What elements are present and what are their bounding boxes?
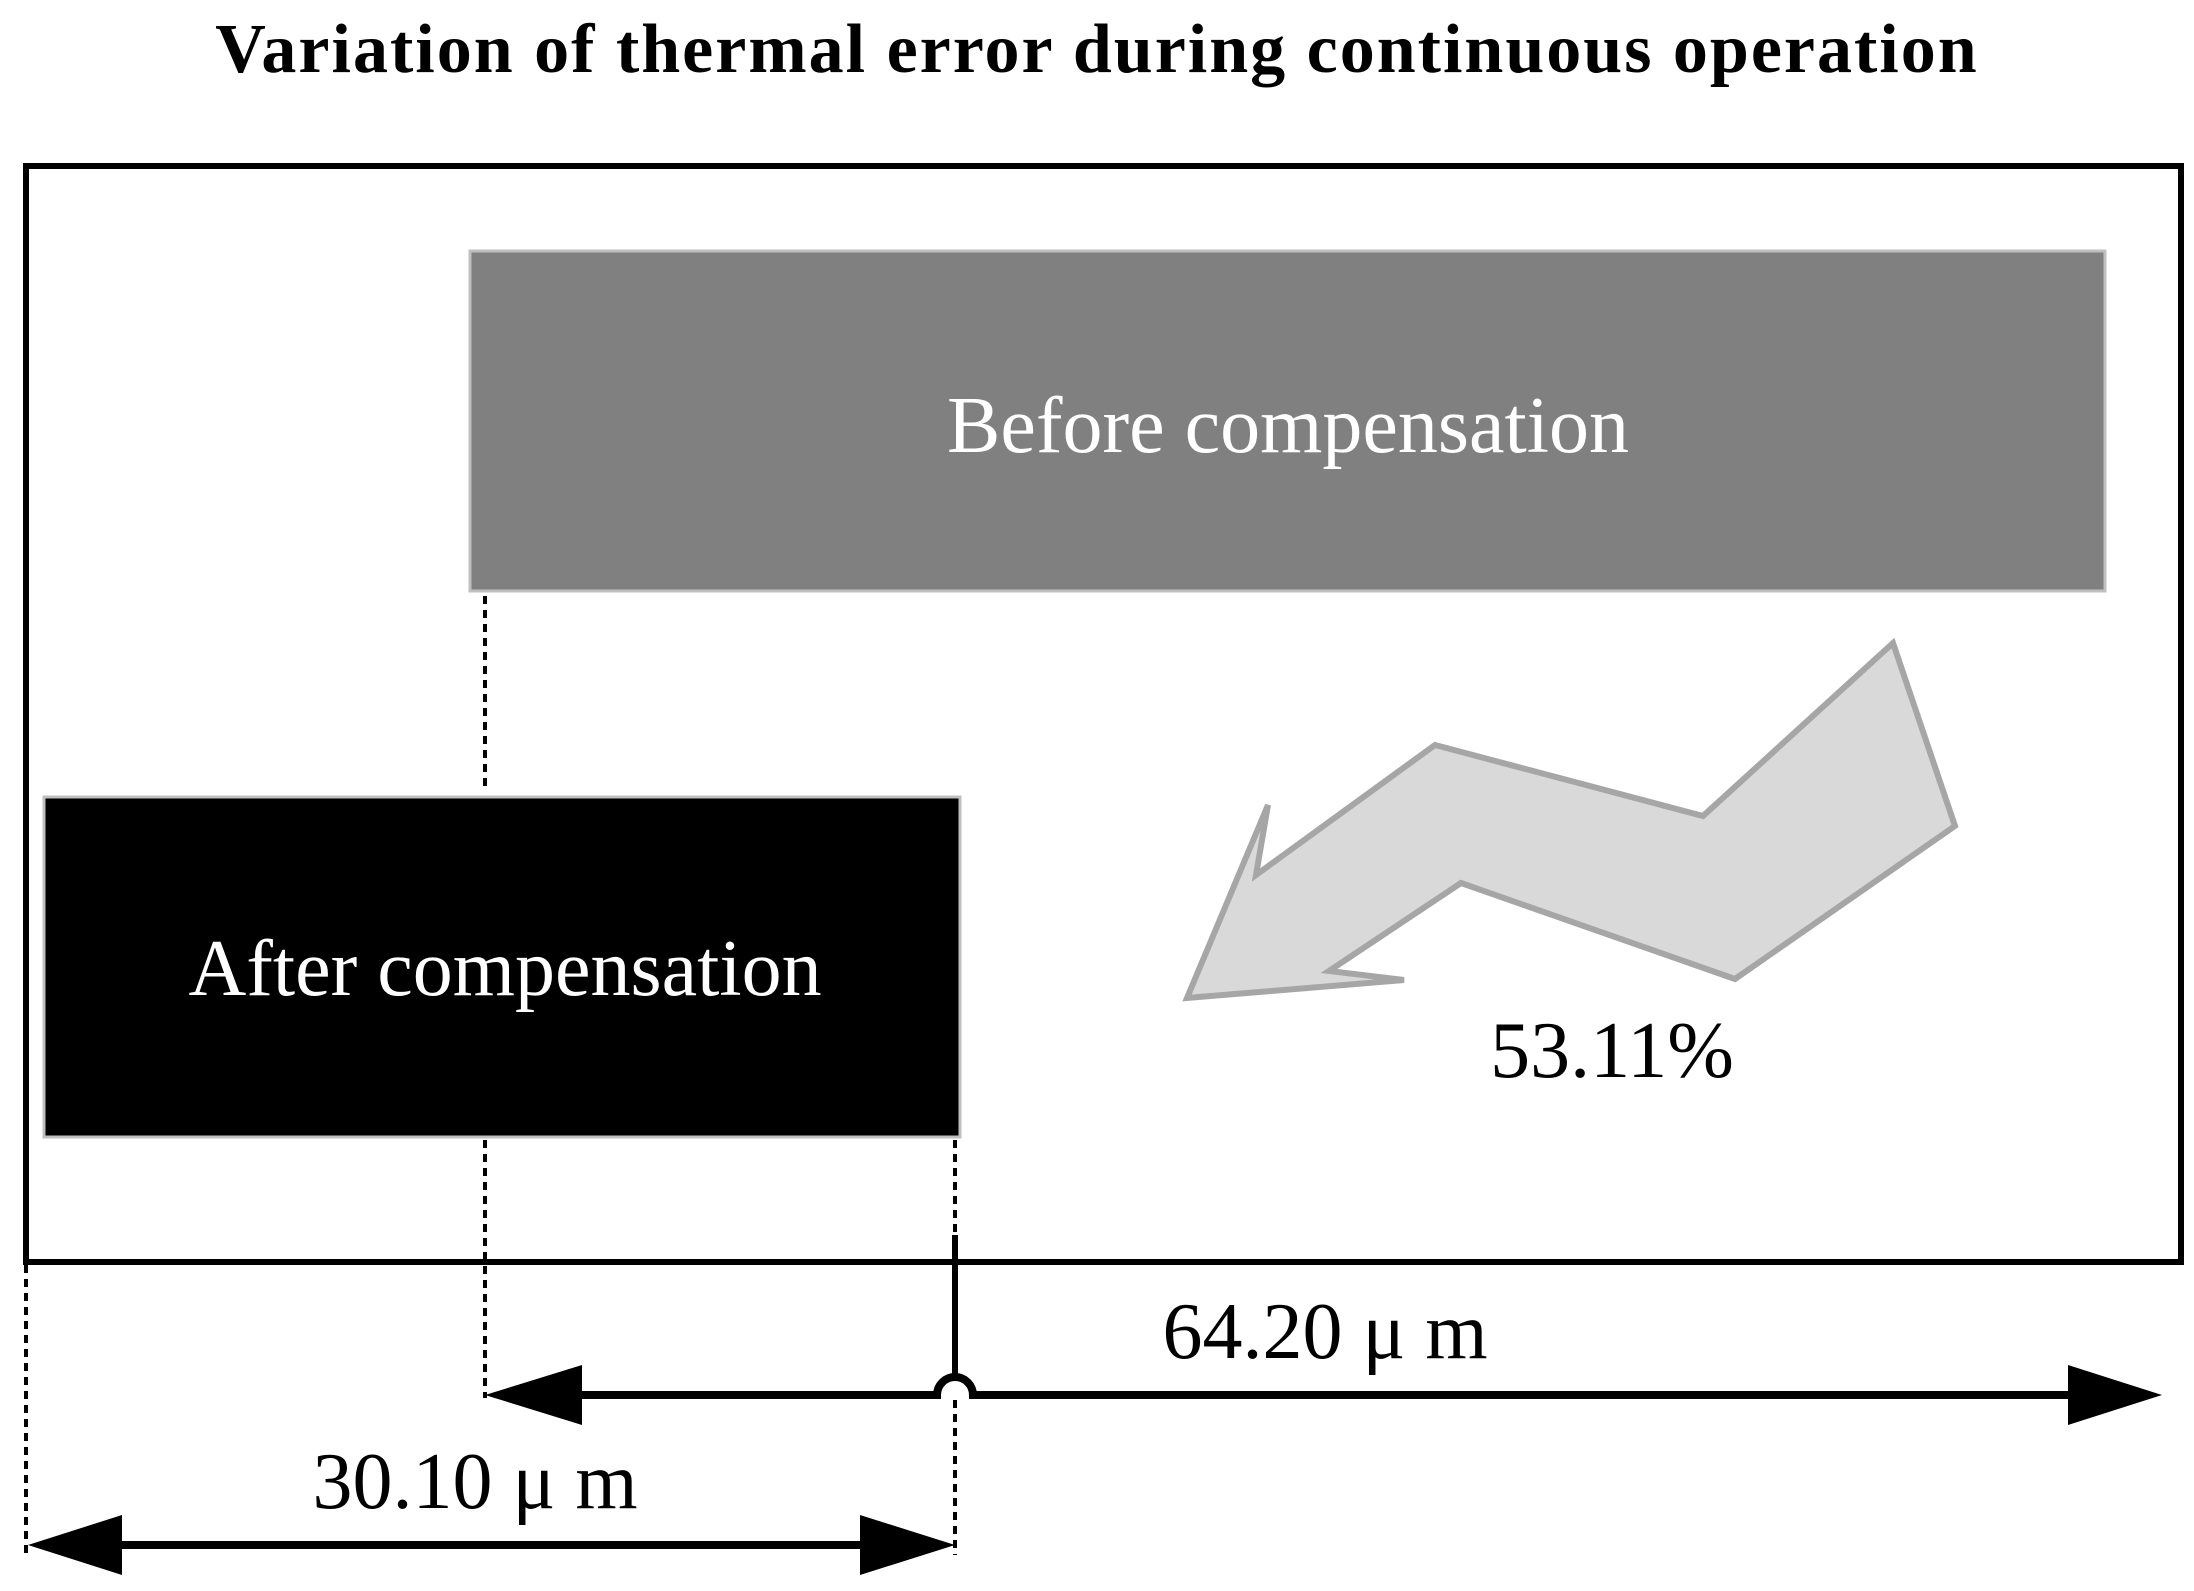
- dimension-after-arrowhead-left: [28, 1515, 122, 1575]
- outer-frame: [23, 163, 2184, 1265]
- reduction-percentage: 53.11%: [1490, 1007, 1734, 1095]
- before-compensation-box: [468, 249, 2107, 593]
- dimension-arrowhead-left: [485, 1365, 582, 1425]
- dimension-arrowhead-right: [2068, 1365, 2162, 1425]
- diagram-title: Variation of thermal error during contin…: [215, 11, 1978, 88]
- before-error-value: 64.20 μ m: [1162, 1288, 1487, 1376]
- dimension-after-arrowhead-right: [860, 1515, 955, 1575]
- after-compensation-box: [42, 795, 962, 1139]
- before-compensation-label: Before compensation: [947, 382, 1629, 470]
- after-error-value: 30.10 μ m: [312, 1438, 637, 1526]
- reduction-arrow-icon: [1182, 637, 1959, 1002]
- dimension-line-before: [575, 1373, 2070, 1399]
- after-compensation-label: After compensation: [188, 925, 821, 1013]
